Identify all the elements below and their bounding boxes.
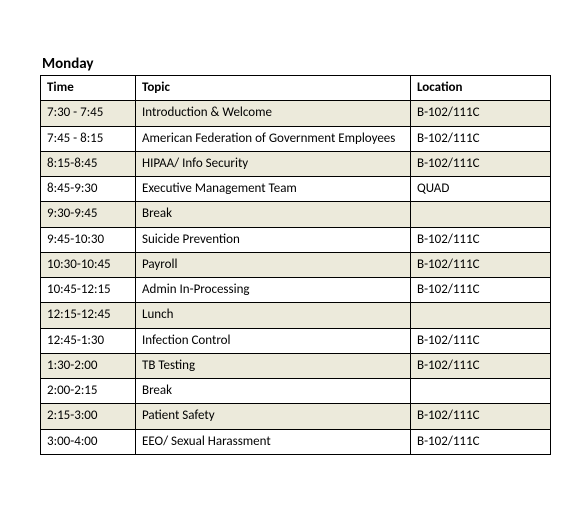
cell-topic: Patient Safety: [136, 404, 411, 429]
cell-time: 2:00-2:15: [41, 379, 136, 404]
cell-location: B-102/111C: [411, 404, 551, 429]
day-heading: Monday: [42, 55, 555, 73]
cell-location: B-102/111C: [411, 328, 551, 353]
cell-topic: Break: [136, 379, 411, 404]
table-row: 2:00-2:15Break: [41, 379, 551, 404]
table-row: 2:15-3:00Patient SafetyB-102/111C: [41, 404, 551, 429]
cell-time: 9:45-10:30: [41, 227, 136, 252]
cell-time: 2:15-3:00: [41, 404, 136, 429]
cell-topic: Break: [136, 202, 411, 227]
cell-location: QUAD: [411, 177, 551, 202]
table-row: 8:15-8:45HIPAA/ Info SecurityB-102/111C: [41, 151, 551, 176]
cell-topic: Payroll: [136, 252, 411, 277]
table-row: 12:45-1:30Infection ControlB-102/111C: [41, 328, 551, 353]
cell-time: 7:45 - 8:15: [41, 126, 136, 151]
table-row: 7:30 - 7:45Introduction & WelcomeB-102/1…: [41, 101, 551, 126]
table-row: 10:45-12:15Admin In-ProcessingB-102/111C: [41, 278, 551, 303]
cell-time: 12:15-12:45: [41, 303, 136, 328]
cell-topic: HIPAA/ Info Security: [136, 151, 411, 176]
table-row: 1:30-2:00TB TestingB-102/111C: [41, 353, 551, 378]
col-header-topic: Topic: [136, 76, 411, 101]
cell-location: B-102/111C: [411, 101, 551, 126]
cell-topic: Infection Control: [136, 328, 411, 353]
schedule-table: Time Topic Location 7:30 - 7:45Introduct…: [40, 75, 551, 455]
cell-location: B-102/111C: [411, 278, 551, 303]
table-row: 7:45 - 8:15American Federation of Govern…: [41, 126, 551, 151]
col-header-location: Location: [411, 76, 551, 101]
cell-topic: Lunch: [136, 303, 411, 328]
cell-topic: Introduction & Welcome: [136, 101, 411, 126]
cell-time: 9:30-9:45: [41, 202, 136, 227]
cell-location: [411, 379, 551, 404]
cell-time: 7:30 - 7:45: [41, 101, 136, 126]
cell-time: 10:45-12:15: [41, 278, 136, 303]
cell-time: 3:00-4:00: [41, 429, 136, 454]
cell-location: B-102/111C: [411, 227, 551, 252]
table-row: 9:30-9:45Break: [41, 202, 551, 227]
cell-topic: Executive Management Team: [136, 177, 411, 202]
cell-topic: American Federation of Government Employ…: [136, 126, 411, 151]
cell-location: B-102/111C: [411, 252, 551, 277]
cell-location: B-102/111C: [411, 353, 551, 378]
table-row: 12:15-12:45Lunch: [41, 303, 551, 328]
cell-location: B-102/111C: [411, 429, 551, 454]
cell-topic: Admin In-Processing: [136, 278, 411, 303]
header-row: Time Topic Location: [41, 76, 551, 101]
cell-location: [411, 202, 551, 227]
cell-topic: Suicide Prevention: [136, 227, 411, 252]
cell-location: B-102/111C: [411, 151, 551, 176]
cell-location: [411, 303, 551, 328]
cell-location: B-102/111C: [411, 126, 551, 151]
table-row: 8:45-9:30Executive Management TeamQUAD: [41, 177, 551, 202]
table-row: 9:45-10:30Suicide PreventionB-102/111C: [41, 227, 551, 252]
cell-time: 10:30-10:45: [41, 252, 136, 277]
cell-topic: EEO/ Sexual Harassment: [136, 429, 411, 454]
cell-time: 8:45-9:30: [41, 177, 136, 202]
cell-time: 8:15-8:45: [41, 151, 136, 176]
table-row: 10:30-10:45PayrollB-102/111C: [41, 252, 551, 277]
cell-time: 12:45-1:30: [41, 328, 136, 353]
cell-time: 1:30-2:00: [41, 353, 136, 378]
table-row: 3:00-4:00EEO/ Sexual HarassmentB-102/111…: [41, 429, 551, 454]
col-header-time: Time: [41, 76, 136, 101]
cell-topic: TB Testing: [136, 353, 411, 378]
